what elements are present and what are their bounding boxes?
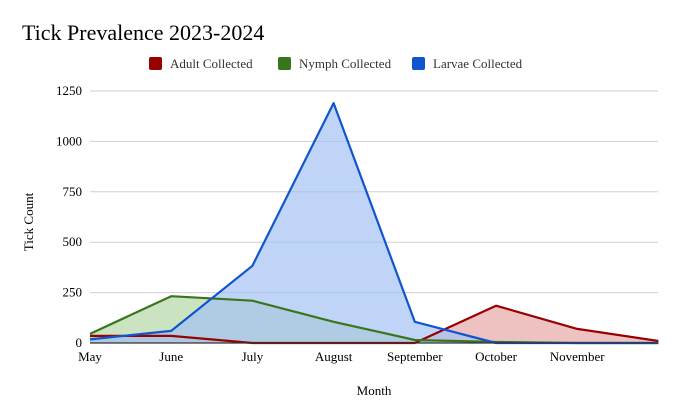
series-area	[90, 305, 659, 343]
chart-title: Tick Prevalence 2023-2024	[22, 20, 264, 45]
legend-item: Larvae Collected	[412, 56, 523, 71]
y-tick-label: 500	[63, 234, 83, 249]
y-tick-label: 0	[76, 335, 83, 350]
x-tick-label: August	[315, 349, 353, 364]
legend: Adult Collected Nymph Collected Larvae Col…	[149, 56, 523, 71]
legend-label: Larvae Collected	[433, 56, 523, 71]
y-tick-label: 750	[63, 184, 83, 199]
y-tick-label: 250	[63, 285, 83, 300]
x-tick-label: October	[475, 349, 518, 364]
y-tick-label: 1000	[56, 133, 82, 148]
series-areas	[90, 103, 659, 343]
legend-swatch	[412, 57, 425, 70]
x-tick-label: September	[387, 349, 443, 364]
y-axis-ticks: 0 250 500 750 1000 1250	[56, 83, 82, 350]
x-tick-label: May	[78, 349, 102, 364]
legend-item: Nymph Collected	[278, 56, 392, 71]
gridlines	[90, 90, 658, 294]
legend-swatch	[149, 57, 162, 70]
x-axis-ticks: May June July August September October Novembe…	[78, 349, 605, 364]
legend-item: Adult Collected	[149, 56, 253, 71]
legend-label: Nymph Collected	[299, 56, 392, 71]
x-tick-label: June	[159, 349, 183, 364]
y-axis-title: Tick Count	[21, 192, 36, 251]
x-tick-label: November	[550, 349, 606, 364]
legend-label: Adult Collected	[170, 56, 253, 71]
legend-swatch	[278, 57, 291, 70]
x-tick-label: July	[242, 349, 264, 364]
x-axis-title: Month	[357, 383, 392, 398]
y-tick-label: 1250	[56, 83, 82, 98]
